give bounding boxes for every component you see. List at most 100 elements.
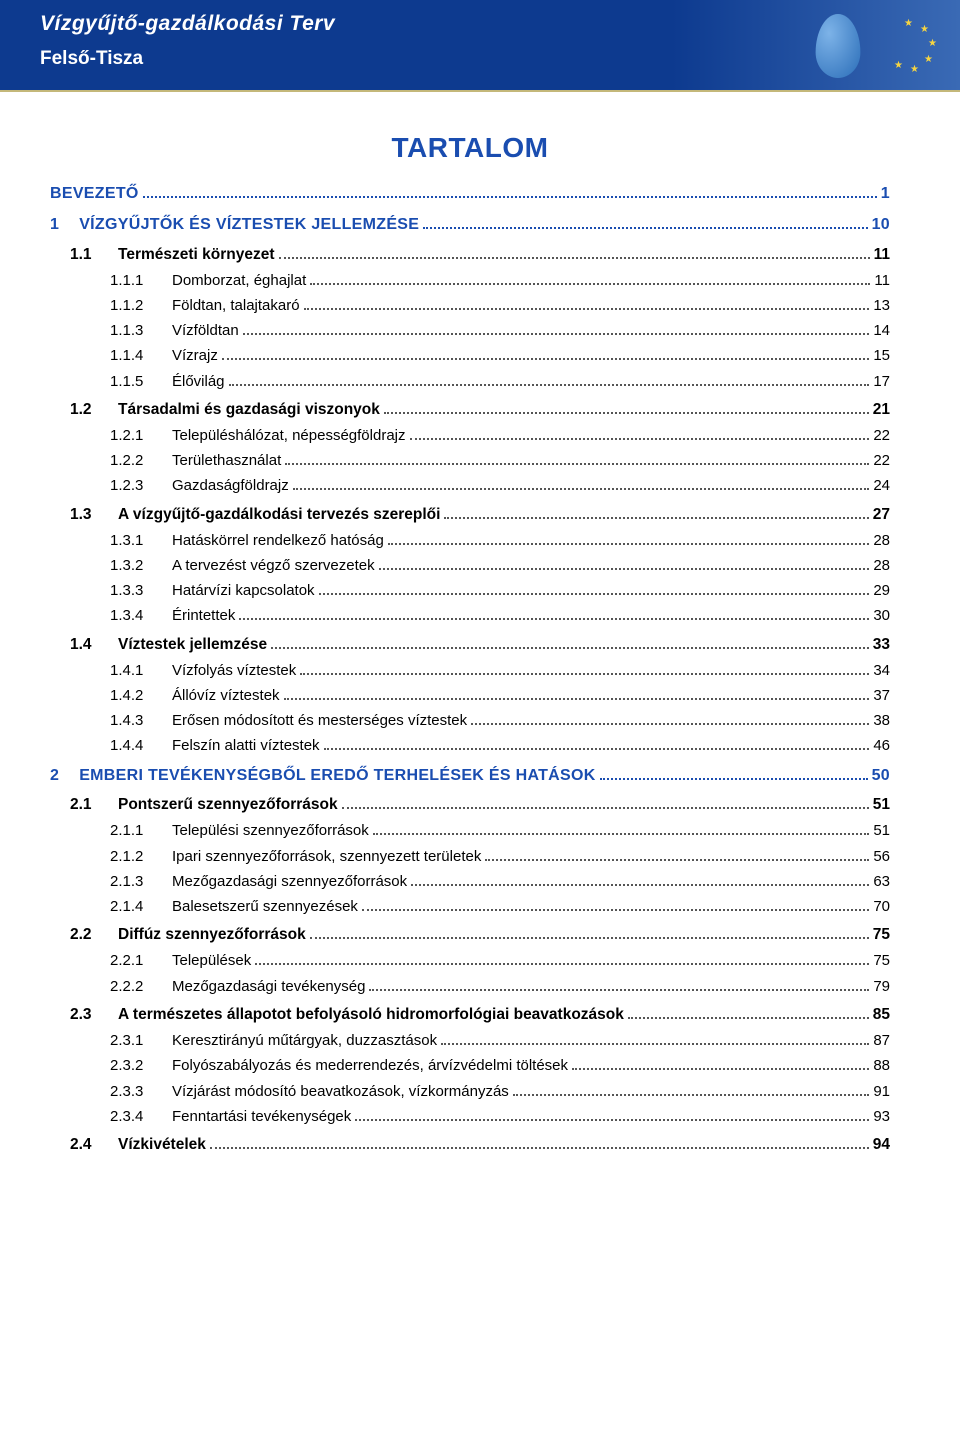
toc-leader-dots (441, 1043, 869, 1045)
toc-number: 2.1.2 (110, 845, 164, 868)
toc-entry[interactable]: 1.4.4Felszín alatti víztestek46 (50, 734, 890, 757)
toc-entry[interactable]: 1.4Víztestek jellemzése33 (50, 633, 890, 657)
main-title: TARTALOM (50, 132, 890, 164)
toc-entry[interactable]: 1.3.1Hatáskörrel rendelkező hatóság28 (50, 529, 890, 552)
toc-page-number: 22 (873, 424, 890, 447)
toc-entry[interactable]: 2.3A természetes állapotot befolyásoló h… (50, 1003, 890, 1027)
toc-entry[interactable]: 1.4.1Vízfolyás víztestek34 (50, 659, 890, 682)
toc-number: 1.3.4 (110, 604, 164, 627)
toc-entry[interactable]: 1.1.5Élővilág17 (50, 370, 890, 393)
toc-text: Domborzat, éghajlat (172, 269, 306, 292)
toc-number: 1.2 (70, 398, 110, 422)
toc-number: 1.3.3 (110, 579, 164, 602)
toc-text: Felszín alatti víztestek (172, 734, 320, 757)
toc-number: 1.1.2 (110, 294, 164, 317)
toc-text: EMBERI TEVÉKENYSÉGBŐL EREDŐ TERHELÉSEK É… (79, 764, 595, 789)
toc-leader-dots (411, 884, 869, 886)
toc-number: 2 (50, 764, 59, 789)
toc-text: Érintettek (172, 604, 235, 627)
toc-text: Állóvíz víztestek (172, 684, 280, 707)
toc-leader-dots (293, 488, 870, 490)
toc-number: 2.1.4 (110, 895, 164, 918)
toc-entry[interactable]: 2.1.2Ipari szennyezőforrások, szennyezet… (50, 845, 890, 868)
toc-text: Folyószabályozás és mederrendezés, árvíz… (172, 1054, 568, 1077)
toc-entry[interactable]: BEVEZETŐ1 (50, 182, 890, 207)
toc-leader-dots (369, 989, 869, 991)
toc-entry[interactable]: 2.3.3Vízjárást módosító beavatkozások, v… (50, 1080, 890, 1103)
toc-entry[interactable]: 1.1.4Vízrajz15 (50, 344, 890, 367)
toc-entry[interactable]: 1.3 A vízgyűjtő-gazdálkodási tervezés sze… (50, 503, 890, 527)
toc-entry[interactable]: 1.3.3Határvízi kapcsolatok29 (50, 579, 890, 602)
toc-text: Földtan, talajtakaró (172, 294, 300, 317)
toc-entry[interactable]: 2.2.2Mezőgazdasági tevékenység79 (50, 975, 890, 998)
toc-text: Balesetszerű szennyezések (172, 895, 358, 918)
toc-text: Erősen módosított és mesterséges víztest… (172, 709, 467, 732)
toc-leader-dots (362, 909, 869, 911)
toc-entry[interactable]: 2.3.4Fenntartási tevékenységek93 (50, 1105, 890, 1128)
toc-entry[interactable]: 2.2.1Települések75 (50, 949, 890, 972)
toc-leader-dots (471, 723, 869, 725)
toc-entry[interactable]: 1.4.3Erősen módosított és mesterséges ví… (50, 709, 890, 732)
toc-leader-dots (410, 438, 870, 440)
toc-entry[interactable]: 1.2Társadalmi és gazdasági viszonyok21 (50, 398, 890, 422)
table-of-contents: BEVEZETŐ1 1VÍZGYŰJTŐK ÉS VÍZTESTEK JELLEM… (50, 182, 890, 1157)
toc-entry[interactable]: 2.3.2Folyószabályozás és mederrendezés, … (50, 1054, 890, 1077)
page-header: Vízgyűjtő-gazdálkodási Terv Felső-Tisza … (0, 0, 960, 92)
toc-text: Településhálózat, népességföldrajz (172, 424, 406, 447)
toc-text: VÍZGYŰJTŐK ÉS VÍZTESTEK JELLEMZÉSE (79, 213, 419, 238)
toc-text: Élővilág (172, 370, 225, 393)
toc-entry[interactable]: 2 EMBERI TEVÉKENYSÉGBŐL EREDŐ TERHELÉSEK … (50, 764, 890, 789)
toc-page-number: 29 (873, 579, 890, 602)
toc-entry[interactable]: 1.2.1Településhálózat, népességföldrajz2… (50, 424, 890, 447)
toc-entry[interactable]: 1VÍZGYŰJTŐK ÉS VÍZTESTEK JELLEMZÉSE10 (50, 213, 890, 238)
toc-number: 1.2.2 (110, 449, 164, 472)
toc-entry[interactable]: 1.1Természeti környezet11 (50, 243, 890, 267)
toc-text: Települési szennyezőforrások (172, 819, 369, 842)
toc-entry[interactable]: 2.1.4Balesetszerű szennyezések70 (50, 895, 890, 918)
toc-leader-dots (229, 384, 870, 386)
toc-leader-dots (255, 963, 869, 965)
toc-number: 1.1 (70, 243, 110, 267)
toc-text: Pontszerű szennyezőforrások (118, 793, 338, 817)
toc-entry[interactable]: 2.4Vízkivételek94 (50, 1133, 890, 1157)
toc-entry[interactable]: 2.1.3Mezőgazdasági szennyezőforrások63 (50, 870, 890, 893)
toc-entry[interactable]: 1.2.2Területhasználat22 (50, 449, 890, 472)
toc-leader-dots (628, 1017, 869, 1019)
toc-page-number: 88 (873, 1054, 890, 1077)
toc-entry[interactable]: 1.1.3Vízföldtan14 (50, 319, 890, 342)
toc-entry[interactable]: 1.1.1Domborzat, éghajlat11 (50, 269, 890, 292)
toc-entry[interactable]: 2.1Pontszerű szennyezőforrások51 (50, 793, 890, 817)
toc-number: 2.3.1 (110, 1029, 164, 1052)
toc-entry[interactable]: 1.3.2A tervezést végző szervezetek28 (50, 554, 890, 577)
toc-page-number: 37 (873, 684, 890, 707)
toc-leader-dots (271, 647, 869, 649)
toc-page-number: 63 (873, 870, 890, 893)
toc-leader-dots (485, 859, 869, 861)
toc-text: Területhasználat (172, 449, 281, 472)
toc-page-number: 87 (873, 1029, 890, 1052)
toc-text: A vízgyűjtő-gazdálkodási tervezés szerep… (118, 503, 440, 527)
toc-page-number: 17 (873, 370, 890, 393)
toc-number: 1.3 (70, 503, 110, 527)
toc-entry[interactable]: 1.2.3Gazdaságföldrajz24 (50, 474, 890, 497)
toc-number: 1.4.1 (110, 659, 164, 682)
toc-entry[interactable]: 1.4.2Állóvíz víztestek37 (50, 684, 890, 707)
toc-entry[interactable]: 2.1.1Települési szennyezőforrások51 (50, 819, 890, 842)
toc-leader-dots (279, 257, 870, 259)
toc-entry[interactable]: 1.1.2Földtan, talajtakaró13 (50, 294, 890, 317)
toc-text: Mezőgazdasági szennyezőforrások (172, 870, 407, 893)
toc-page-number: 50 (872, 764, 890, 789)
toc-leader-dots (373, 833, 870, 835)
toc-entry[interactable]: 2.3.1Keresztirányú műtárgyak, duzzasztás… (50, 1029, 890, 1052)
toc-page-number: 75 (873, 923, 890, 947)
toc-entry[interactable]: 1.3.4Érintettek30 (50, 604, 890, 627)
toc-page-number: 38 (873, 709, 890, 732)
toc-text: Természeti környezet (118, 243, 275, 267)
toc-page-number: 28 (873, 529, 890, 552)
toc-leader-dots (513, 1094, 870, 1096)
toc-number: 1.1.3 (110, 319, 164, 342)
toc-entry[interactable]: 2.2Diffúz szennyezőforrások75 (50, 923, 890, 947)
toc-leader-dots (285, 463, 869, 465)
toc-text: Diffúz szennyezőforrások (118, 923, 306, 947)
toc-leader-dots (444, 517, 868, 519)
